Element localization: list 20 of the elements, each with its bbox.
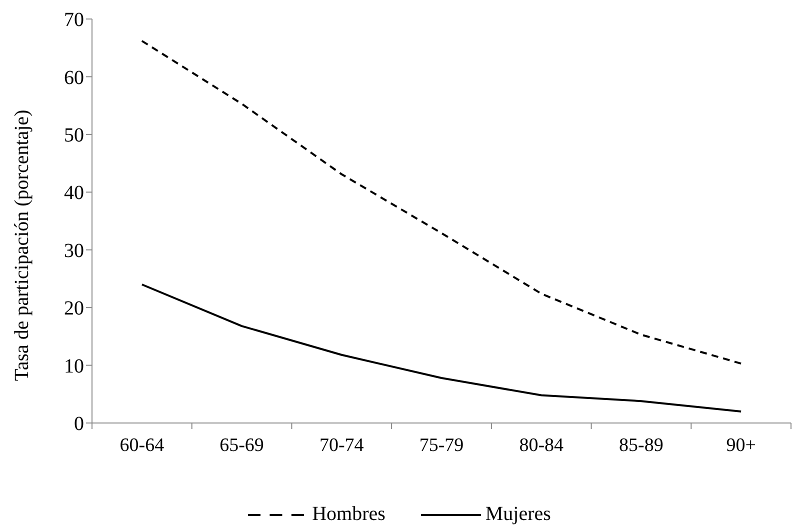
y-tick-label: 50 (64, 124, 84, 147)
y-axis-title: Tasa de participación (porcentaje) (11, 110, 34, 381)
y-tick-label: 10 (64, 355, 84, 378)
x-tick-label: 85-89 (619, 435, 664, 456)
x-tick-label: 70-74 (319, 435, 364, 456)
y-tick-label: 0 (74, 413, 84, 436)
y-tick-label: 60 (64, 66, 84, 89)
legend-label: Mujeres (485, 503, 551, 526)
y-tick-label: 40 (64, 182, 84, 204)
legend-label: Hombres (312, 503, 386, 526)
x-tick-label: 65-69 (220, 435, 264, 456)
x-tick-label: 90+ (726, 435, 756, 456)
line-series (140, 40, 742, 365)
line-series (140, 283, 742, 412)
y-tick-label: 20 (64, 298, 84, 320)
y-tick-label: 70 (64, 9, 84, 32)
x-tick-label: 75-79 (419, 435, 464, 456)
y-tick-label: 30 (64, 240, 84, 262)
x-tick-label: 80-84 (519, 435, 564, 456)
x-tick-label: 60-64 (120, 435, 165, 456)
